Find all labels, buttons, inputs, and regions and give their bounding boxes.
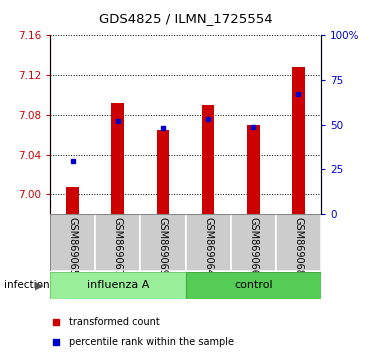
Bar bbox=[140, 214, 186, 271]
Bar bbox=[276, 214, 321, 271]
Text: percentile rank within the sample: percentile rank within the sample bbox=[69, 337, 234, 347]
Bar bbox=[157, 130, 169, 214]
Text: infection: infection bbox=[4, 280, 49, 290]
Bar bbox=[292, 67, 305, 214]
Bar bbox=[202, 105, 214, 214]
Bar bbox=[111, 103, 124, 214]
Text: GSM869064: GSM869064 bbox=[203, 217, 213, 276]
Bar bbox=[247, 125, 260, 214]
Text: ▶: ▶ bbox=[35, 280, 44, 290]
Bar bbox=[50, 214, 95, 271]
Text: GSM869069: GSM869069 bbox=[158, 217, 168, 276]
Text: GSM869067: GSM869067 bbox=[113, 217, 123, 276]
Text: influenza A: influenza A bbox=[86, 280, 149, 290]
Bar bbox=[50, 272, 186, 299]
Text: GDS4825 / ILMN_1725554: GDS4825 / ILMN_1725554 bbox=[99, 12, 272, 25]
Text: GSM869068: GSM869068 bbox=[293, 217, 303, 276]
Bar bbox=[231, 214, 276, 271]
Text: GSM869066: GSM869066 bbox=[248, 217, 258, 276]
Text: control: control bbox=[234, 280, 273, 290]
Bar bbox=[95, 214, 140, 271]
Text: GSM869065: GSM869065 bbox=[68, 217, 78, 276]
Bar bbox=[186, 214, 231, 271]
Bar bbox=[186, 272, 321, 299]
Bar bbox=[66, 187, 79, 214]
Text: transformed count: transformed count bbox=[69, 318, 160, 327]
